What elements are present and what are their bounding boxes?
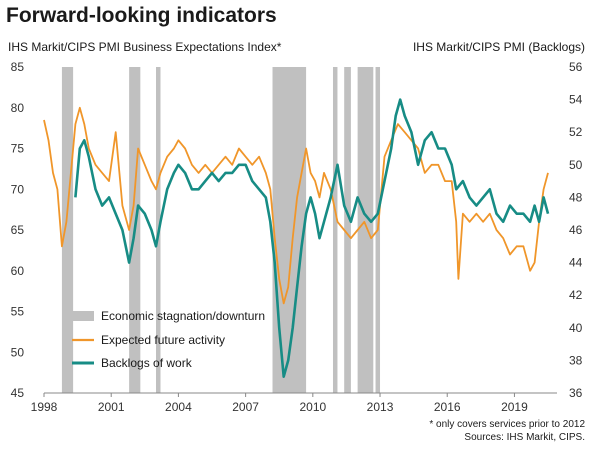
lines-layer	[43, 98, 550, 379]
y-left-tick-label-85: 85	[11, 60, 25, 74]
y-right-tick-label-44: 44	[569, 256, 583, 270]
y-right-tick-label-40: 40	[569, 321, 583, 335]
right-axis-title: IHS Markit/CIPS PMI (Backlogs)	[412, 40, 585, 54]
downturn-band-5	[344, 67, 351, 393]
legend-label-expectations: Expected future activity	[101, 333, 225, 347]
x-tick-label-1998: 1998	[31, 400, 58, 414]
legend-swatch-shading	[72, 311, 94, 321]
y-right-tick-label-48: 48	[569, 190, 583, 204]
x-tick-label-2010: 2010	[299, 400, 326, 414]
y-right-tick-label-42: 42	[569, 288, 583, 302]
axes-layer: 1998 2001 2004 2007 2010 2013 2016 2019 45 50 55 60…	[11, 60, 583, 414]
y-right-tick-label-52: 52	[569, 125, 583, 139]
y-left-tick-label-45: 45	[11, 386, 25, 400]
x-tick-label-2016: 2016	[434, 400, 461, 414]
legend: Economic stagnation/downturn Expected fu…	[72, 309, 265, 370]
y-right-tick-label-56: 56	[569, 60, 583, 74]
downturn-band-6	[357, 67, 374, 393]
downturn-band-3	[272, 67, 307, 393]
x-tick-label-2001: 2001	[98, 400, 125, 414]
y-left-tick-label-55: 55	[11, 305, 25, 319]
y-right-tick-label-46: 46	[569, 223, 583, 237]
left-axis-title: IHS Markit/CIPS PMI Business Expectation…	[8, 40, 282, 54]
downturn-band-0	[61, 67, 74, 393]
expectations-line	[43, 106, 549, 305]
y-left-tick-label-75: 75	[11, 142, 25, 156]
legend-label-shading: Economic stagnation/downturn	[101, 309, 265, 323]
x-tick-label-2019: 2019	[501, 400, 528, 414]
source-note: Sources: IHS Markit, CIPS.	[464, 432, 585, 443]
footnote: * only covers services prior to 2012	[429, 419, 585, 430]
y-right-tick-label-36: 36	[569, 386, 583, 400]
y-left-tick-label-60: 60	[11, 264, 25, 278]
x-tick-label-2007: 2007	[232, 400, 259, 414]
downturn-band-4	[332, 67, 338, 393]
y-right-tick-label-38: 38	[569, 353, 583, 367]
y-left-tick-label-65: 65	[11, 223, 25, 237]
x-tick-label-2004: 2004	[165, 400, 192, 414]
backlogs-line	[74, 98, 550, 379]
y-left-tick-label-50: 50	[11, 345, 25, 359]
y-left-tick-label-70: 70	[11, 182, 25, 196]
x-tick-label-2013: 2013	[367, 400, 394, 414]
y-right-tick-label-50: 50	[569, 158, 583, 172]
legend-label-backlogs: Backlogs of work	[101, 356, 193, 370]
chart-title: Forward-looking indicators	[6, 4, 277, 27]
y-right-tick-label-54: 54	[569, 93, 583, 107]
y-left-tick-label-80: 80	[11, 101, 25, 115]
